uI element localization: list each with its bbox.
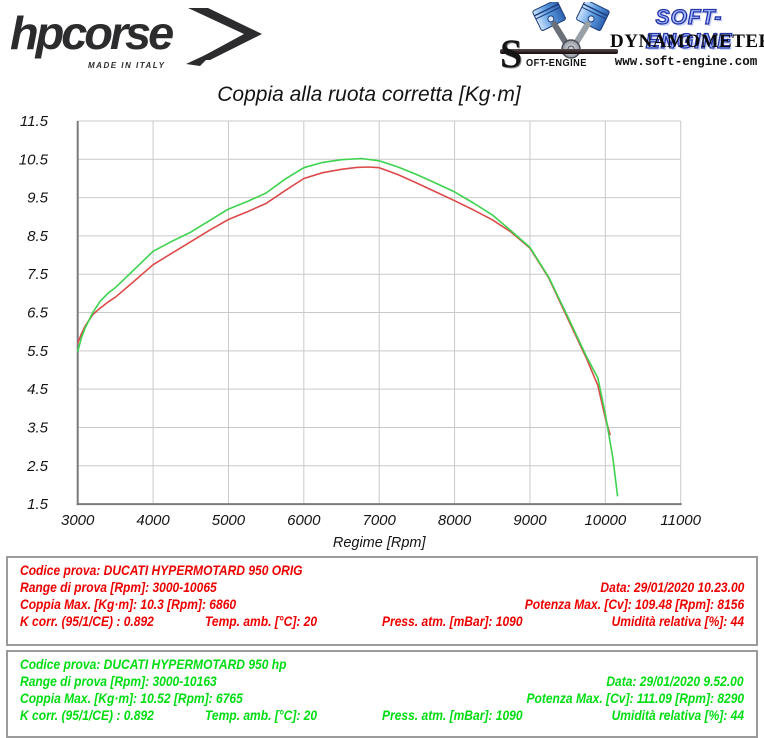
x-tick-label: 10000 [584,512,626,529]
y-tick-label: 3.5 [27,419,49,436]
data-value: Data: 29/01/2020 9.52.00 [606,673,744,689]
torque-chart: 1.5 2.5 3.5 4.5 5.5 6.5 7.5 8.5 9.5 10.5 11.5 3000 4… [19,113,702,551]
pistons-icon [532,2,610,59]
y-tick-label: 7.5 [27,266,49,283]
crankshaft-bar [500,49,618,54]
temp-amb-value: Temp. amb. [°C]: 20 [205,707,318,723]
row-coppia-potenza: Coppia Max. [Kg·m]: 10.3 [Rpm]: 6860 Pot… [20,596,744,613]
k-corr-value: K corr. (95/1/CE) : 0.892 [20,613,154,629]
data-value: Data: 29/01/2020 10.23.00 [600,579,744,595]
row-ambient: K corr. (95/1/CE) : 0.892 Temp. amb. [°C… [20,613,744,630]
hpcorse-arrow-icon [186,8,262,66]
press-atm-value: Press. atm. [mBar]: 1090 [382,613,523,629]
x-tick-label: 11000 [660,512,701,529]
hpcorse-tagline: MADE IN ITALY [88,61,166,70]
umidita-value: Umidità relativa [%]: 44 [611,707,744,723]
y-tick-label: 5.5 [27,343,49,360]
x-tick-label: 3000 [61,512,95,529]
range-prova-value: Range di prova [Rpm]: 3000-10163 [20,673,217,689]
y-tick-label: 2.5 [26,458,49,475]
range-prova-value: Range di prova [Rpm]: 3000-10065 [20,579,217,595]
soft-engine-logo: S OFT-ENGINE SOFT-ENGINE DYNAMOMETERS ww… [500,0,764,78]
row-codice: Codice prova: DUCATI HYPERMOTARD 950 hp [20,656,744,673]
x-tick-label: 8000 [438,512,472,529]
umidita-value: Umidità relativa [%]: 44 [611,613,744,629]
soft-engine-s-letter: S [500,31,523,76]
test-info-box-original: Codice prova: DUCATI HYPERMOTARD 950 ORI… [6,556,758,646]
hpcorse-wordmark: hpcorse [10,7,174,59]
torque-curve-hp [76,157,619,497]
y-tick-label: 9.5 [27,190,49,207]
y-tick-label: 4.5 [27,381,49,398]
temp-amb-value: Temp. amb. [°C]: 20 [205,613,318,629]
chart-title: Coppia alla ruota corretta [Kg·m] [217,83,521,106]
row-range-data: Range di prova [Rpm]: 3000-10163 Data: 2… [20,673,744,690]
x-axis-title: Regime [Rpm] [333,535,427,551]
y-tick-label: 10.5 [19,151,49,168]
codice-prova-value: Codice prova: DUCATI HYPERMOTARD 950 ORI… [20,562,303,578]
potenza-max-value: Potenza Max. [Cv]: 111.09 [Rpm]: 8290 [526,690,744,706]
x-tick-label: 4000 [136,512,170,529]
dynamometers-label: DYNAMOMETERS [610,31,764,52]
row-coppia-potenza: Coppia Max. [Kg·m]: 10.52 [Rpm]: 6765 Po… [20,690,744,707]
hpcorse-logo: hpcorse MADE IN ITALY [10,6,262,74]
press-atm-value: Press. atm. [mBar]: 1090 [382,707,523,723]
y-tick-label: 1.5 [27,496,49,513]
soft-engine-website: www.soft-engine.com [614,55,758,69]
y-tick-label: 11.5 [20,113,49,130]
test-info-box-hp: Codice prova: DUCATI HYPERMOTARD 950 hp … [6,650,758,738]
codice-prova-value: Codice prova: DUCATI HYPERMOTARD 950 hp [20,656,287,672]
soft-engine-s-wordmark: OFT-ENGINE [526,58,587,69]
soft-engine-brand: SOFT-ENGINE [645,5,733,53]
coppia-max-value: Coppia Max. [Kg·m]: 10.3 [Rpm]: 6860 [20,596,237,612]
x-tick-label: 7000 [363,512,397,529]
x-tick-label: 5000 [212,512,246,529]
k-corr-value: K corr. (95/1/CE) : 0.892 [20,707,154,723]
row-codice: Codice prova: DUCATI HYPERMOTARD 950 ORI… [20,562,744,579]
row-ambient: K corr. (95/1/CE) : 0.892 Temp. amb. [°C… [20,707,744,724]
row-range-data: Range di prova [Rpm]: 3000-10065 Data: 2… [20,579,744,596]
potenza-max-value: Potenza Max. [Cv]: 109.48 [Rpm]: 8156 [524,596,744,612]
y-tick-label: 8.5 [27,228,49,245]
y-tick-label: 6.5 [27,305,49,322]
coppia-max-value: Coppia Max. [Kg·m]: 10.52 [Rpm]: 6765 [20,690,243,706]
x-tick-label: 6000 [287,512,321,529]
x-tick-label: 9000 [513,512,547,529]
